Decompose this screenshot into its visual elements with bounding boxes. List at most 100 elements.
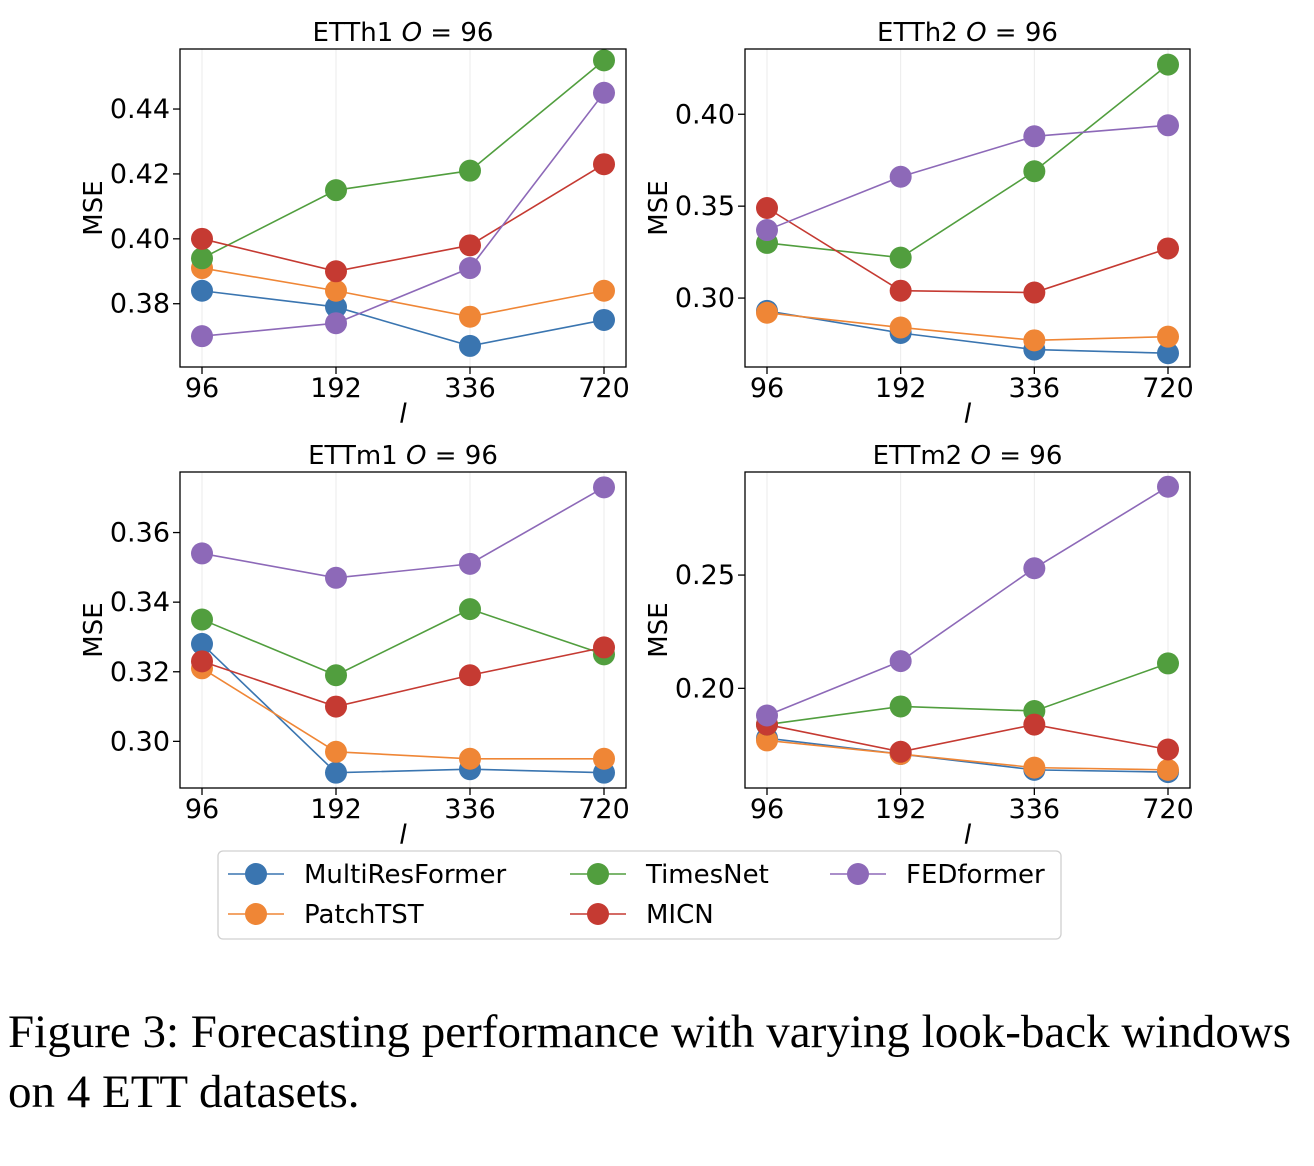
- y-tick-label: 0.20: [675, 673, 735, 704]
- data-point: [890, 695, 912, 717]
- x-tick-label: 720: [1142, 373, 1194, 404]
- chart-panel-etth1: 96 192 336 720 0.38 0.40 0.42 0.44 ETTh1 O = 96 l…: [79, 18, 630, 430]
- data-point: [593, 476, 615, 498]
- data-point: [890, 280, 912, 302]
- series-line: [202, 644, 604, 773]
- data-point: [1157, 237, 1179, 259]
- series-micn: [191, 153, 615, 282]
- chart-title: ETTh1 O = 96: [313, 18, 494, 48]
- data-point: [191, 228, 213, 250]
- data-point: [1157, 476, 1179, 498]
- legend-marker: [245, 863, 267, 885]
- data-point: [191, 609, 213, 631]
- chart-title: ETTm2 O = 96: [873, 441, 1063, 471]
- data-point: [593, 636, 615, 658]
- series-patchtst: [756, 302, 1179, 352]
- legend-label: MICN: [646, 900, 714, 930]
- legend-marker: [245, 903, 267, 925]
- series-line: [202, 647, 604, 706]
- y-tick-label: 0.38: [110, 289, 170, 320]
- x-tick-label: 192: [310, 373, 362, 404]
- y-tick-label: 0.30: [110, 726, 170, 757]
- data-point: [890, 166, 912, 188]
- series-line: [767, 487, 1168, 716]
- x-tick-label: 192: [875, 373, 927, 404]
- x-tick-label: 96: [750, 373, 784, 404]
- x-tick-label: 336: [444, 794, 496, 825]
- y-tick-label: 0.30: [675, 283, 735, 314]
- series-micn: [756, 197, 1179, 304]
- series-line: [767, 738, 1168, 772]
- data-point: [325, 260, 347, 282]
- legend-label: MultiResFormer: [304, 860, 506, 890]
- x-tick-label: 96: [185, 373, 219, 404]
- data-point: [1157, 326, 1179, 348]
- series-fedformer: [756, 476, 1179, 727]
- series-line: [767, 725, 1168, 752]
- data-point: [593, 153, 615, 175]
- x-axis-label: l: [399, 399, 407, 430]
- data-point: [1023, 125, 1045, 147]
- y-tick-label: 0.34: [110, 587, 170, 618]
- data-point: [593, 280, 615, 302]
- data-point: [459, 160, 481, 182]
- data-point: [593, 748, 615, 770]
- data-point: [325, 179, 347, 201]
- data-point: [1157, 652, 1179, 674]
- data-point: [325, 312, 347, 334]
- data-point: [1157, 759, 1179, 781]
- series-fedformer: [191, 82, 615, 347]
- data-point: [756, 302, 778, 324]
- plot-frame: [745, 49, 1190, 367]
- x-tick-label: 192: [310, 794, 362, 825]
- data-point: [756, 197, 778, 219]
- data-point: [1023, 160, 1045, 182]
- data-point: [459, 306, 481, 328]
- chart-panel-ettm1: 96 192 336 720 0.30 0.32 0.34 0.36 ETTm1 O = 96 l…: [79, 441, 630, 851]
- y-tick-label: 0.40: [675, 99, 735, 130]
- series-micn: [191, 636, 615, 717]
- data-point: [325, 280, 347, 302]
- data-point: [1023, 757, 1045, 779]
- data-point: [890, 247, 912, 269]
- data-point: [890, 650, 912, 672]
- data-point: [593, 49, 615, 71]
- data-point: [1157, 738, 1179, 760]
- x-tick-label: 720: [578, 794, 630, 825]
- x-tick-label: 720: [1142, 794, 1194, 825]
- series-timesnet: [191, 49, 615, 269]
- series-line: [202, 487, 604, 577]
- data-point: [191, 650, 213, 672]
- y-axis-label: MSE: [79, 602, 109, 657]
- x-tick-label: 96: [750, 794, 784, 825]
- legend-label: TimesNet: [645, 860, 769, 890]
- legend-marker: [847, 863, 869, 885]
- series-line: [767, 663, 1168, 724]
- y-axis-label: MSE: [79, 180, 109, 235]
- data-point: [756, 219, 778, 241]
- series-multiresformer: [756, 300, 1179, 364]
- series-line: [202, 609, 604, 675]
- data-point: [756, 705, 778, 727]
- data-point: [191, 325, 213, 347]
- y-axis-label: MSE: [644, 180, 674, 235]
- data-point: [1157, 54, 1179, 76]
- data-point: [325, 567, 347, 589]
- y-tick-label: 0.25: [675, 560, 735, 591]
- data-point: [191, 247, 213, 269]
- data-point: [1023, 557, 1045, 579]
- chart-panel-etth2: 96 192 336 7200.300.350.40ETTh2 O = 96lMSE: [644, 18, 1194, 430]
- chart-title: ETTm1 O = 96: [308, 441, 498, 471]
- legend-marker: [587, 863, 609, 885]
- x-tick-label: 192: [875, 794, 927, 825]
- data-point: [325, 741, 347, 763]
- y-tick-label: 0.36: [110, 518, 170, 549]
- x-axis-label: l: [964, 399, 972, 430]
- x-axis-label: l: [964, 820, 972, 851]
- series-micn: [756, 714, 1179, 763]
- legend: MultiResFormer TimesNet FEDformerPatchTST M…: [218, 851, 1061, 939]
- data-point: [459, 664, 481, 686]
- series-timesnet: [756, 54, 1179, 269]
- data-point: [459, 598, 481, 620]
- data-point: [1023, 282, 1045, 304]
